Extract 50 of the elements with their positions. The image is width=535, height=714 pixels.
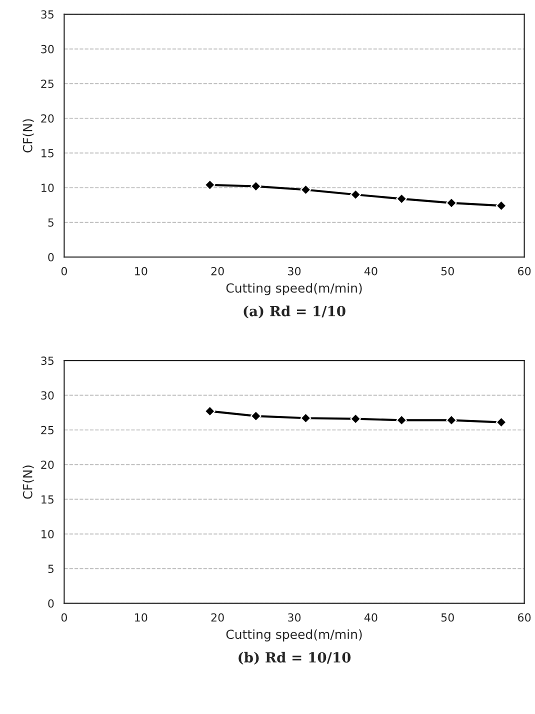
y-tick-label: 5	[48, 218, 54, 227]
point	[250, 410, 262, 422]
x-tick-label: 20	[211, 613, 224, 622]
y-tick-label: 25	[41, 80, 54, 88]
y-axis-title: CF(N)	[22, 119, 34, 152]
point	[300, 412, 312, 424]
y-tick-label: 30	[41, 391, 54, 400]
y-tick-label: 35	[41, 10, 54, 19]
point	[250, 180, 262, 192]
point	[446, 198, 457, 208]
point	[496, 200, 507, 212]
x-tick-label: 10	[135, 266, 148, 276]
point	[350, 413, 362, 424]
point	[204, 406, 216, 417]
x-tick-label: 0	[61, 613, 67, 622]
y-tick-label: 25	[41, 426, 54, 434]
y-tick-label: 0	[48, 253, 54, 262]
text: (a) Rd = 1/10	[244, 306, 346, 318]
point	[396, 193, 408, 204]
y-tick-label: 0	[48, 599, 54, 608]
x-tick-label: 60	[518, 266, 531, 276]
x-axis-title: Cutting speed(m/min)	[226, 629, 362, 642]
x-axis-title: Cutting speed(m/min)	[226, 283, 362, 296]
y-tick-label: 5	[48, 564, 54, 574]
y-tick-label: 35	[41, 356, 54, 365]
y-axis-title: CF(N)	[22, 466, 34, 499]
x-tick-label: 10	[135, 613, 148, 622]
x-tick-label: 30	[288, 266, 301, 276]
x-tick-label: 60	[518, 613, 531, 622]
y-tick-label: 20	[41, 460, 54, 469]
y-tick-label: 10	[42, 530, 54, 538]
y-tick-label: 15	[42, 149, 54, 158]
point	[496, 416, 507, 428]
x-tick-label: 40	[364, 613, 378, 622]
x-tick-label: 20	[211, 266, 224, 276]
point	[396, 414, 408, 426]
y-tick-label: 15	[42, 495, 54, 504]
x-tick-label: 50	[441, 266, 454, 276]
y-tick-label: 10	[42, 184, 54, 192]
x-tick-label: 40	[364, 266, 378, 276]
y-tick-label: 30	[41, 44, 54, 54]
text: (b) Rd = 10/10	[238, 652, 351, 665]
x-tick-label: 50	[441, 613, 454, 622]
x-tick-label: 30	[288, 613, 301, 622]
point	[300, 184, 312, 196]
x-tick-label: 0	[61, 266, 67, 276]
point	[204, 179, 216, 190]
y-tick-label: 20	[41, 114, 54, 123]
point	[350, 189, 362, 200]
point	[446, 414, 457, 426]
